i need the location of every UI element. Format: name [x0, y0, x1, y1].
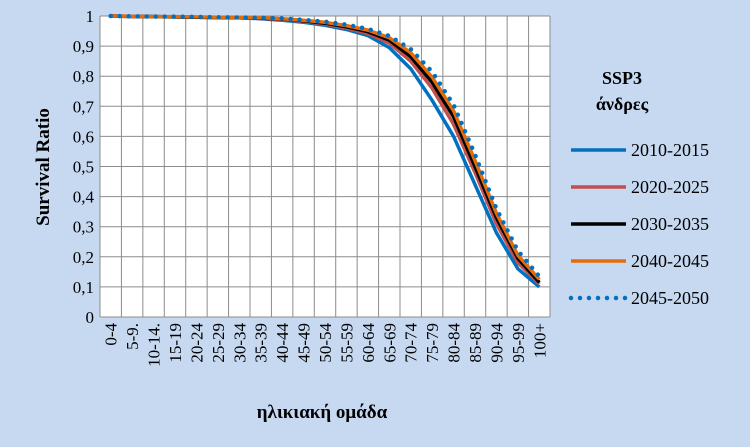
y-tick-label: 0,2	[73, 248, 94, 267]
series-lines	[108, 13, 542, 289]
x-tick-label: 5-9.	[123, 323, 142, 350]
x-tick-label: 25-29	[209, 323, 228, 363]
x-axis-title: ηλικιακή ομάδα	[257, 402, 388, 423]
x-tick-label: 60-64	[359, 323, 378, 363]
x-tick-label: 65-69	[380, 323, 399, 363]
y-tick-label: 0,5	[73, 158, 94, 177]
legend-title-sex: άνδρες	[596, 94, 649, 114]
x-tick-labels: 0-4 5-9. 10-14. 15-19 20-24 25-29 30-34 35-39 40…	[102, 323, 550, 367]
legend-label: 2010-2015	[631, 140, 709, 160]
legend: 2010-2015 2020-2025 2030-2035 2040-2045 2045…	[568, 140, 709, 308]
legend-label: 2040-2045	[631, 251, 709, 271]
x-tick-label: 10-14.	[145, 323, 164, 367]
legend-label: 2045-2050	[631, 288, 709, 308]
x-tick-label: 100+	[530, 323, 549, 358]
x-tick-label: 30-34	[230, 323, 249, 363]
x-tick-label: 0-4	[102, 323, 121, 346]
y-axis-title: Survival Ratio	[33, 108, 54, 226]
x-tick-label: 70-74	[402, 323, 421, 363]
y-tick-label: 0,7	[73, 97, 95, 116]
legend-label: 2030-2035	[631, 214, 709, 234]
x-tick-label: 90-94	[487, 323, 506, 363]
y-tick-label: 0	[86, 308, 95, 327]
y-tick-label: 0,9	[73, 37, 94, 56]
x-tick-label: 45-49	[295, 323, 314, 363]
y-tick-labels: 0 0,1 0,2 0,3 0,4 0,5 0,6 0,7 0,8 0,9 1	[73, 7, 95, 327]
gridlines	[99, 15, 551, 318]
x-tick-label: 80-84	[445, 323, 464, 363]
x-tick-label: 50-54	[316, 323, 335, 363]
x-tick-label: 95-99	[509, 323, 528, 363]
x-tick-label: 85-89	[466, 323, 485, 363]
x-tick-label: 35-39	[252, 323, 271, 363]
y-tick-label: 0,4	[73, 188, 95, 207]
y-tick-label: 0,8	[73, 67, 94, 86]
x-tick-label: 55-59	[337, 323, 356, 363]
series-line-2045-2050	[108, 13, 542, 279]
x-tick-label: 20-24	[187, 323, 206, 363]
legend-title-scenario: SSP3	[602, 68, 642, 88]
x-tick-label: 40-44	[273, 323, 292, 363]
y-tick-label: 0,1	[73, 278, 94, 297]
y-tick-label: 0,3	[73, 218, 94, 237]
x-tick-label: 75-79	[423, 323, 442, 363]
legend-label: 2020-2025	[631, 177, 709, 197]
y-tick-label: 1	[86, 7, 95, 26]
y-tick-label: 0,6	[73, 127, 94, 146]
x-tick-label: 15-19	[166, 323, 185, 363]
